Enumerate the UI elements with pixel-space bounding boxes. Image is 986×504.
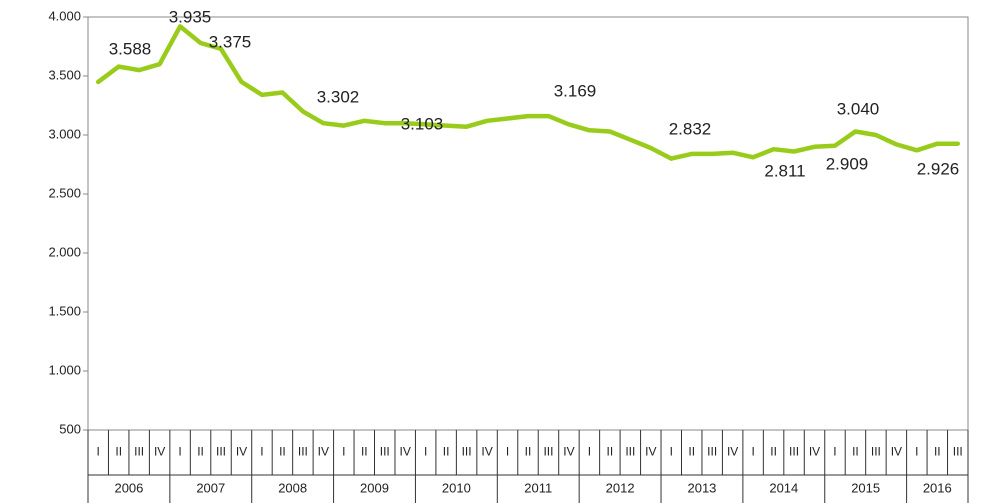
x-tick-label: I	[178, 445, 181, 459]
x-tick-label: III	[789, 445, 799, 459]
year-label: 2014	[769, 480, 798, 495]
y-tick-label: 3.500	[48, 67, 81, 82]
x-tick-label: IV	[645, 445, 656, 459]
x-tick-label: IV	[400, 445, 411, 459]
year-label: 2013	[687, 480, 716, 495]
x-tick-label: IV	[727, 445, 738, 459]
x-tick-label: I	[342, 445, 345, 459]
y-tick-label: 2.500	[48, 185, 81, 200]
annotation: 3.169	[554, 81, 597, 100]
annotation: 3.103	[401, 114, 444, 133]
plot-area	[87, 16, 969, 431]
year-label: 2012	[606, 480, 635, 495]
annotation: 2.832	[669, 119, 712, 138]
x-tick-label: I	[670, 445, 673, 459]
annotation: 3.375	[209, 32, 252, 51]
x-tick-label: IV	[563, 445, 574, 459]
x-tick-label: IV	[809, 445, 820, 459]
x-tick-label: II	[688, 445, 695, 459]
x-tick-label: IV	[481, 445, 492, 459]
year-label: 2010	[442, 480, 471, 495]
x-tick-label: II	[197, 445, 204, 459]
year-label: 2015	[851, 480, 880, 495]
x-tick-label: II	[443, 445, 450, 459]
annotation: 3.040	[837, 99, 880, 118]
x-tick-label: I	[506, 445, 509, 459]
x-tick-label: I	[915, 445, 918, 459]
x-tick-label: III	[953, 445, 963, 459]
x-tick-label: II	[770, 445, 777, 459]
x-tick-label: III	[216, 445, 226, 459]
x-tick-label: IV	[891, 445, 902, 459]
annotation: 3.588	[109, 39, 152, 58]
x-tick-label: III	[298, 445, 308, 459]
x-tick-label: II	[279, 445, 286, 459]
annotation: 2.811	[764, 161, 805, 180]
x-tick-label: I	[588, 445, 591, 459]
year-label: 2008	[278, 480, 307, 495]
x-tick-label: II	[852, 445, 859, 459]
x-tick-label: IV	[318, 445, 329, 459]
annotation: 3.302	[317, 87, 360, 106]
x-tick-label: III	[134, 445, 144, 459]
x-tick-label: III	[625, 445, 635, 459]
x-tick-label: IV	[236, 445, 247, 459]
y-tick-label: 2.000	[48, 244, 81, 259]
x-tick-label: I	[751, 445, 754, 459]
annotation: 2.926	[917, 159, 960, 178]
x-tick-label: I	[833, 445, 836, 459]
y-tick-label: 4.000	[48, 8, 81, 23]
y-tick-label: 3.000	[48, 126, 81, 141]
annotation: 2.909	[826, 154, 869, 173]
x-tick-label: II	[115, 445, 122, 459]
year-label: 2006	[114, 480, 143, 495]
x-tick-label: II	[361, 445, 368, 459]
x-tick-label: III	[543, 445, 553, 459]
x-tick-label: I	[97, 445, 100, 459]
x-tick-label: II	[607, 445, 614, 459]
x-tick-label: I	[260, 445, 263, 459]
annotation: 3.935	[169, 7, 212, 26]
line	[95, 24, 961, 161]
year-label: 2009	[360, 480, 389, 495]
year-label: 2007	[196, 480, 225, 495]
y-tick-label: 1.000	[48, 362, 81, 377]
x-tick-label: IV	[154, 445, 165, 459]
x-tick-label: III	[707, 445, 717, 459]
y-tick-label: 500	[59, 421, 81, 436]
x-tick-label: I	[424, 445, 427, 459]
x-tick-label: III	[462, 445, 472, 459]
year-label: 2016	[923, 480, 952, 495]
x-tick-label: II	[525, 445, 532, 459]
y-tick-label: 1.500	[48, 303, 81, 318]
x-tick-label: II	[934, 445, 941, 459]
x-tick-label: III	[380, 445, 390, 459]
x-tick-label: III	[871, 445, 881, 459]
year-label: 2011	[524, 480, 552, 495]
